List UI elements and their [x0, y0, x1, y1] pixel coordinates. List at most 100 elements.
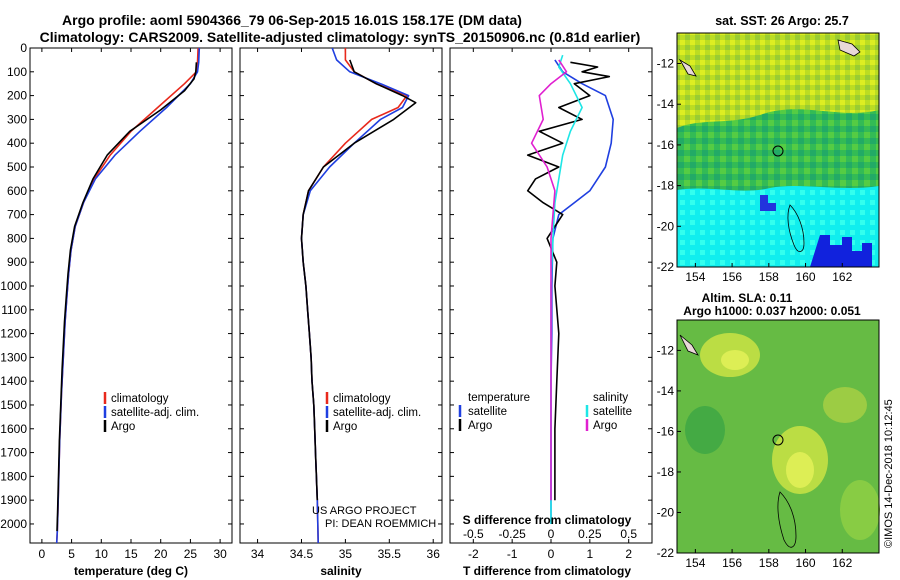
x-tick-label: 5	[68, 547, 75, 561]
depth-tick-label: 500	[7, 160, 27, 174]
x-tick-label: 10	[95, 547, 109, 561]
map-x-tick-label: 154	[685, 556, 705, 570]
depth-tick-label: 800	[7, 231, 27, 245]
x-tick-label: 1	[587, 547, 594, 561]
map-y-tick-label: -16	[657, 424, 675, 438]
legend-temperature-title: temperature	[468, 392, 530, 404]
sla-map-title-line2: Argo h1000: 0.037 h2000: 0.051	[683, 304, 861, 318]
map-y-tick-label: -18	[657, 179, 675, 193]
x-tick-label: 2	[625, 547, 632, 561]
sst-map	[676, 32, 880, 268]
depth-tick-label: 1400	[0, 374, 27, 388]
map-x-tick-label: 162	[832, 556, 852, 570]
reef-contour	[787, 204, 805, 252]
map-x-tick-label: 154	[685, 270, 705, 284]
depth-tick-label: 2000	[0, 517, 27, 531]
legend-t-argo-label: Argo	[468, 420, 492, 432]
map-x-tick-label: 156	[722, 270, 742, 284]
x-tick-label: 35.5	[378, 547, 402, 561]
depth-tick-label: 1100	[1, 303, 27, 317]
depth-tick-label: 1000	[0, 279, 27, 293]
x-tick-label: 0	[548, 547, 555, 561]
map-y-tick-label: -12	[657, 343, 675, 357]
map-y-tick-label: -14	[657, 384, 675, 398]
x-tick-label: 36	[427, 547, 441, 561]
depth-tick-label: 600	[7, 184, 27, 198]
sla-map	[676, 319, 880, 554]
map-y-tick-label: -16	[657, 138, 675, 152]
map-y-tick-label: -12	[657, 57, 675, 71]
legend-argo-label: Argo	[333, 421, 357, 433]
map-y-tick-label: -18	[657, 465, 675, 479]
legend-argo-label: Argo	[111, 421, 135, 433]
sst-deep-blue-patch	[810, 235, 872, 267]
salinity-series	[300, 48, 417, 543]
x-tick-label: 34.5	[290, 547, 314, 561]
imos-credit: ©IMOS 14-Dec-2018 10:12:45	[883, 399, 895, 548]
top-tick-label: -0.25	[498, 527, 526, 541]
depth-tick-label: 300	[7, 112, 27, 126]
temperature-legend: climatology satellite-adj. clim. Argo	[103, 392, 199, 433]
temperature-panel-frame	[29, 47, 233, 544]
x-tick-label: 25	[184, 547, 198, 561]
depth-tick-label: 0	[20, 41, 27, 55]
top-tick-label: -0.5	[463, 527, 484, 541]
temperature-series	[55, 48, 201, 543]
island-coast	[678, 58, 697, 77]
project-credit: US ARGO PROJECT	[312, 505, 417, 517]
sla-map-frame	[676, 319, 880, 554]
salinity-x-label: salinity	[320, 564, 362, 578]
top-tick-label: 0	[548, 527, 555, 541]
x-tick-label: 0	[39, 547, 46, 561]
legend-s-argo-label: Argo	[593, 420, 617, 432]
map-y-tick-label: -14	[657, 97, 675, 111]
map-y-tick-label: -22	[657, 546, 675, 560]
depth-tick-label: 100	[7, 65, 27, 79]
x-tick-label: -1	[507, 547, 518, 561]
legend-climatology-label: climatology	[111, 393, 169, 405]
sla-map-title-line1: Altim. SLA: 0.11	[702, 291, 793, 305]
depth-tick-label: 1300	[0, 350, 27, 364]
legend-t-satellite-label: satellite	[468, 406, 507, 418]
map-y-tick-label: -20	[657, 219, 675, 233]
series-line-argo	[526, 61, 611, 501]
depth-tick-label: 1600	[0, 422, 27, 436]
legend-satellite-label: satellite-adj. clim.	[333, 407, 421, 419]
depth-tick-label: 400	[7, 136, 27, 150]
map-y-tick-label: -20	[657, 505, 675, 519]
pi-credit: PI: DEAN ROEMMICH	[325, 518, 436, 530]
difference-legend: temperature satellite Argo salinity sate…	[458, 392, 632, 432]
series-line-sal_argo	[530, 59, 568, 501]
salinity-x-axis: 34 34.5 35 35.5 36	[251, 48, 440, 561]
depth-tick-label: 1700	[0, 446, 27, 460]
x-tick-label: 35	[339, 547, 353, 561]
depth-tick-label: 200	[7, 89, 27, 103]
sla-map-axes: 154 156 158 160 162 -12 -14 -16 -18 -20 -22	[657, 343, 853, 570]
series-line-argo	[300, 59, 417, 501]
reef-contour	[777, 491, 797, 548]
series-line-argo	[56, 62, 198, 532]
map-x-tick-label: 160	[796, 556, 816, 570]
argo-position-marker	[772, 434, 784, 446]
x-tick-label: -2	[468, 547, 479, 561]
argo-position-marker	[772, 145, 784, 157]
s-difference-top-axis: -0.5 -0.25 0 0.25 0.5	[463, 527, 637, 541]
temperature-x-axis: 0 5 10 15 20 25 30	[39, 48, 227, 561]
map-x-tick-label: 156	[722, 556, 742, 570]
sst-map-axes: 154 156 158 160 162 -12 -14 -16 -18 -20 -22	[657, 57, 853, 284]
depth-tick-label: 1200	[0, 327, 27, 341]
t-difference-x-axis: -2 -1 0 1 2	[468, 48, 632, 561]
map-x-tick-label: 160	[796, 270, 816, 284]
sla-low-region	[685, 406, 725, 454]
legend-salinity-title: salinity	[593, 392, 628, 404]
sst-blue-patch	[760, 195, 776, 211]
map-x-tick-label: 158	[759, 270, 779, 284]
salinity-panel-frame	[239, 47, 443, 544]
top-tick-label: 0.25	[578, 527, 602, 541]
x-tick-label: 20	[154, 547, 168, 561]
temperature-x-label: temperature (deg C)	[74, 564, 188, 578]
sla-mid-region	[823, 387, 867, 423]
depth-tick-label: 1900	[0, 493, 27, 507]
map-x-tick-label: 162	[832, 270, 852, 284]
